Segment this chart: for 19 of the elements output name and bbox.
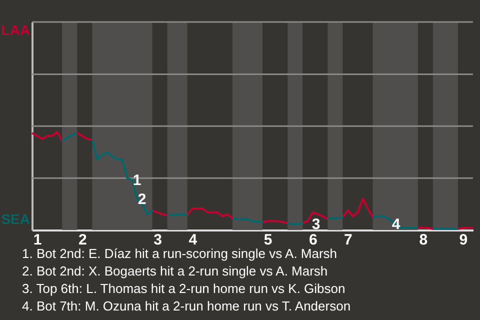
text: SEA — [1, 211, 30, 227]
x-tick-label: 1 — [33, 232, 42, 248]
x-tick-label: 7 — [344, 232, 352, 248]
annotation: 4 — [392, 216, 401, 233]
x-tick-label: 5 — [264, 232, 272, 248]
annotation: 3 — [312, 216, 320, 233]
text: 1. Bot 2nd: E. Díaz hit a run-scoring single vs A. Marsh — [22, 246, 338, 261]
x-tick-label: 9 — [459, 232, 468, 248]
x-tick-label: 8 — [419, 232, 428, 248]
x-tick-label: 3 — [154, 232, 162, 248]
text: 2. Bot 2nd: X. Bogaerts hit a 2-run single vs A. Marsh — [22, 264, 328, 278]
annotation: 2 — [138, 191, 146, 208]
x-tick-label: 6 — [308, 232, 318, 248]
annotation: 1 — [132, 172, 142, 189]
x-tick-label: 2 — [78, 232, 87, 248]
x-tick-label: 4 — [188, 232, 198, 248]
text: 4. Bot 7th: M. Ozuna hit a 2-run home run vs T. Anderson — [22, 298, 351, 314]
text: 3. Top 6th: L. Thomas hit a 2-run home run vs K. Gibson — [22, 281, 346, 296]
text: LAA — [1, 22, 30, 38]
